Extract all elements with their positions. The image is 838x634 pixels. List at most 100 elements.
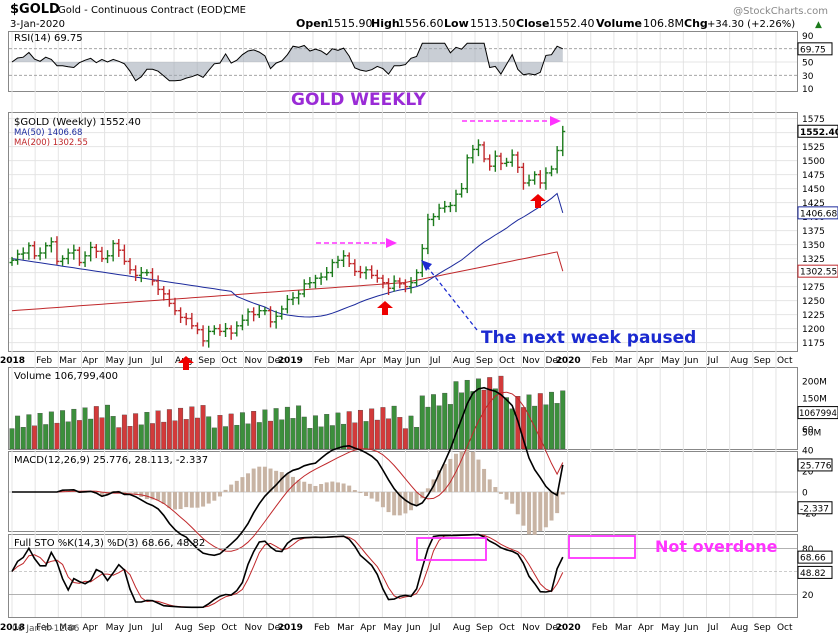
price-tick-label: 1525 xyxy=(802,143,825,153)
macd-histogram-bar xyxy=(262,466,267,492)
macd-histogram-bar xyxy=(414,492,419,506)
x-axis-label: Feb xyxy=(36,356,52,366)
magenta-arrowhead-2 xyxy=(550,116,561,126)
macd-line xyxy=(12,386,564,557)
volume-bar xyxy=(82,407,88,450)
macd-histogram-bar xyxy=(184,492,189,508)
volume-bar xyxy=(256,422,262,450)
x-axis-label: Feb xyxy=(314,623,330,633)
volume-bar xyxy=(307,428,313,450)
annotation-pointer-arrowhead xyxy=(421,260,432,271)
price-plot: 1575155015251500147514501425140013751350… xyxy=(9,115,838,349)
volume-bar xyxy=(121,414,127,450)
x-axis-label: 2019 xyxy=(278,356,303,366)
macd-plot: 60 40 20 0 -20 25.776 -2.337 xyxy=(9,386,833,557)
x-axis-label: Oct xyxy=(499,623,515,633)
macd-histogram-bar xyxy=(341,483,346,492)
x-axis-label: Jun xyxy=(683,623,698,633)
volume-bar xyxy=(498,375,504,450)
volume-bar xyxy=(301,416,307,450)
volume-bar xyxy=(65,421,71,450)
close-label: Close xyxy=(516,17,549,30)
price-series-label: $GOLD (Weekly) 1552.40 xyxy=(14,117,141,128)
volume-bar xyxy=(537,393,543,450)
sto-k-value-text: 68.66 xyxy=(800,554,826,564)
volume-bar xyxy=(172,420,178,450)
macd-value-text: 25.776 xyxy=(800,461,832,471)
volume-bar xyxy=(138,424,144,450)
macd-hist-value-box xyxy=(797,501,833,515)
volume-bar xyxy=(509,408,515,450)
macd-hist-value-text: -2.337 xyxy=(800,504,829,514)
macd-histogram-bar xyxy=(217,492,222,497)
x-axis-label: Mar xyxy=(337,623,354,633)
x-axis-label: May xyxy=(383,356,402,366)
volume-bar xyxy=(234,424,240,450)
volume-bar xyxy=(386,418,391,450)
ma200-label: MA(200) 1302.55 xyxy=(14,138,88,148)
red-up-arrow-2019 xyxy=(377,301,393,315)
macd-tick-label: -20 xyxy=(802,510,817,520)
volume-bar xyxy=(335,412,341,450)
low-value: 1513.50 xyxy=(470,17,516,30)
macd-histogram-bar xyxy=(133,492,138,495)
ma200-line xyxy=(11,251,564,312)
x-axis-label: Jun xyxy=(406,623,421,633)
macd-histogram-bar xyxy=(465,449,470,492)
change-value: +34.30 (+2.26%) xyxy=(707,19,795,30)
macd-histogram-bar xyxy=(206,492,211,504)
x-axis-label: May xyxy=(106,623,125,633)
volume-bar xyxy=(425,406,431,450)
macd-histogram-bar xyxy=(99,492,104,497)
magenta-arrows xyxy=(316,120,550,244)
x-axis-label: Jul xyxy=(707,356,719,366)
volume-bar xyxy=(105,404,110,450)
volume-bar xyxy=(279,419,285,450)
volume-bar xyxy=(71,408,77,450)
ma200-value-box-text: 1302.55 xyxy=(800,268,837,278)
ohlc-readout: Open 1515.90 High 1556.60 Low 1513.50 Cl… xyxy=(296,17,822,30)
volume-bar xyxy=(470,391,476,450)
volume-bar xyxy=(374,419,380,450)
volume-bar xyxy=(32,425,37,450)
x-axis-label: Mar xyxy=(337,356,354,366)
open-label: Open xyxy=(296,17,329,30)
volume-tick-label: 50M xyxy=(802,428,821,438)
price-tick-label: 1325 xyxy=(802,255,825,265)
macd-histogram-bar xyxy=(307,483,312,492)
volume-bar xyxy=(549,391,554,450)
volume-bar xyxy=(284,406,290,450)
sto-d-value-box xyxy=(797,565,833,579)
macd-histogram-bar xyxy=(122,492,127,494)
volume-bar xyxy=(9,428,15,450)
macd-histogram-bar xyxy=(324,482,329,492)
change-label: Chg xyxy=(684,17,708,30)
x-axis-label: Feb xyxy=(314,356,330,366)
x-axis-label: Feb xyxy=(592,356,608,366)
volume-value-box xyxy=(797,406,838,420)
volume-bar xyxy=(464,379,470,450)
macd-histogram-bar xyxy=(335,482,340,492)
price-tick-label: 1200 xyxy=(802,325,825,335)
macd-histogram-bar xyxy=(482,468,487,492)
volume-bar xyxy=(217,415,223,450)
close-value-box xyxy=(797,124,838,138)
macd-histogram-bar xyxy=(442,463,447,492)
x-axis-label: Apr xyxy=(360,623,376,633)
x-axis-label: Jul xyxy=(429,356,441,366)
x-axis-label: Aug xyxy=(175,623,193,633)
volume-bar xyxy=(408,415,414,450)
x-axis-label: Sep xyxy=(198,623,215,633)
price-tick-label: 1475 xyxy=(802,171,825,181)
x-axis-label: Oct xyxy=(221,356,237,366)
annotation-paused: The next week paused xyxy=(481,328,696,348)
macd-histogram-bar xyxy=(470,451,475,492)
chart-date: 3-Jan-2020 xyxy=(10,19,65,30)
x-axis-label: Oct xyxy=(777,623,793,633)
macd-histogram-bar xyxy=(352,490,357,492)
volume-bar xyxy=(352,422,358,450)
volume-bar xyxy=(268,420,273,450)
x-axis-label: 2019 xyxy=(278,623,303,633)
volume-bar xyxy=(492,388,498,450)
